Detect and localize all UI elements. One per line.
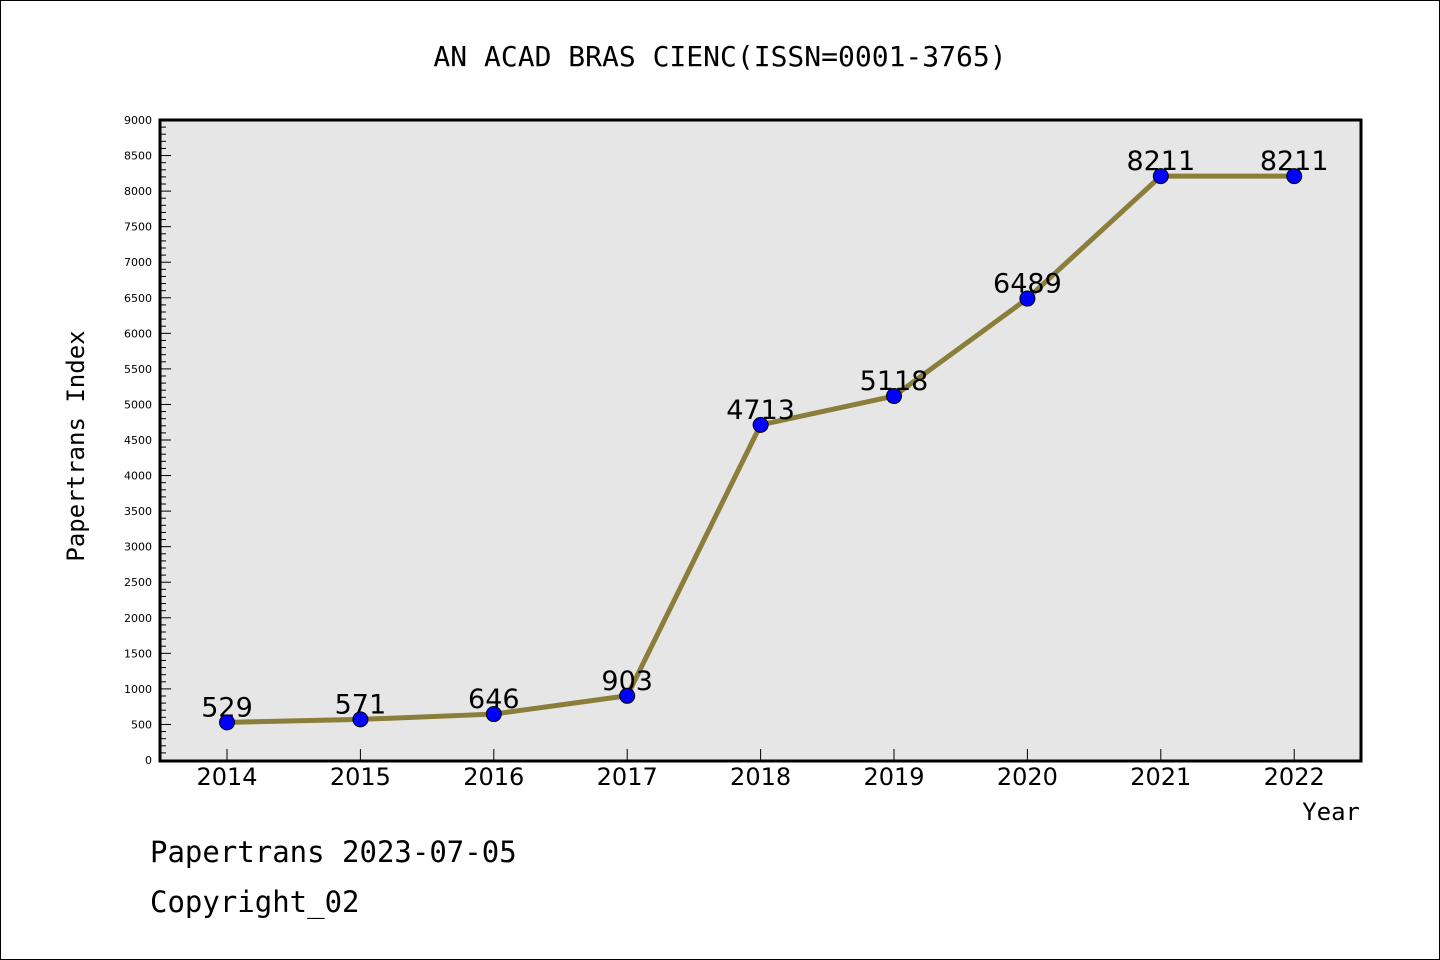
y-tick-label: 7500 <box>124 221 152 234</box>
y-tick-label: 7000 <box>124 256 152 269</box>
y-tick-label: 8500 <box>124 150 152 163</box>
footer-copyright-line: Copyright_02 <box>150 885 360 919</box>
x-tick-label: 2021 <box>1130 763 1191 791</box>
x-ticks: 2014 2015 2016 2017 2018 2019 2020 2021 2022 <box>196 749 1325 791</box>
footer-date-line: Papertrans 2023-07-05 <box>150 835 517 869</box>
y-tick-label: 4000 <box>124 470 152 483</box>
x-tick-label: 2015 <box>330 763 391 791</box>
x-tick-label: 2022 <box>1264 763 1325 791</box>
y-tick-label: 5500 <box>124 363 152 376</box>
y-tick-label: 500 <box>131 718 152 731</box>
data-point <box>485 706 502 723</box>
y-tick-label: 6000 <box>124 327 152 340</box>
x-tick-label: 2018 <box>730 763 791 791</box>
y-tick-label: 3500 <box>124 505 152 518</box>
x-tick-label: 2016 <box>463 763 524 791</box>
y-tick-label: 2000 <box>124 612 152 625</box>
data-point <box>886 388 902 405</box>
y-tick-label: 3000 <box>124 541 152 554</box>
y-tick-label: 1000 <box>124 683 152 696</box>
x-tick-label: 2019 <box>863 763 924 791</box>
data-point <box>219 714 235 731</box>
y-tick-label: 9000 <box>124 114 152 127</box>
y-tick-label: 1500 <box>124 647 152 660</box>
x-tick-label: 2020 <box>997 763 1058 791</box>
y-tick-label: 5000 <box>124 398 152 411</box>
data-point <box>1286 168 1303 185</box>
chart-title: AN ACAD BRAS CIENC(ISSN=0001-3765) <box>433 40 1006 73</box>
markers-group <box>219 168 1303 731</box>
x-tick-label: 2017 <box>597 763 658 791</box>
y-tick-label: 2500 <box>124 576 152 589</box>
y-tick-label: 4500 <box>124 434 152 447</box>
data-point <box>1152 168 1169 185</box>
y-tick-label: 6500 <box>124 292 152 305</box>
plot-area <box>160 120 1361 761</box>
plot-border <box>158 118 1363 763</box>
data-point <box>619 687 636 704</box>
y-axis-label: Papertrans Index <box>62 330 90 561</box>
data-point <box>352 711 369 728</box>
y-tick-label: 0 <box>145 754 152 767</box>
x-tick-label: 2014 <box>196 763 257 791</box>
data-point <box>752 416 769 433</box>
y-tick-label: 8000 <box>124 185 152 198</box>
data-point <box>1019 290 1036 307</box>
x-axis-label: Year <box>1302 798 1360 826</box>
